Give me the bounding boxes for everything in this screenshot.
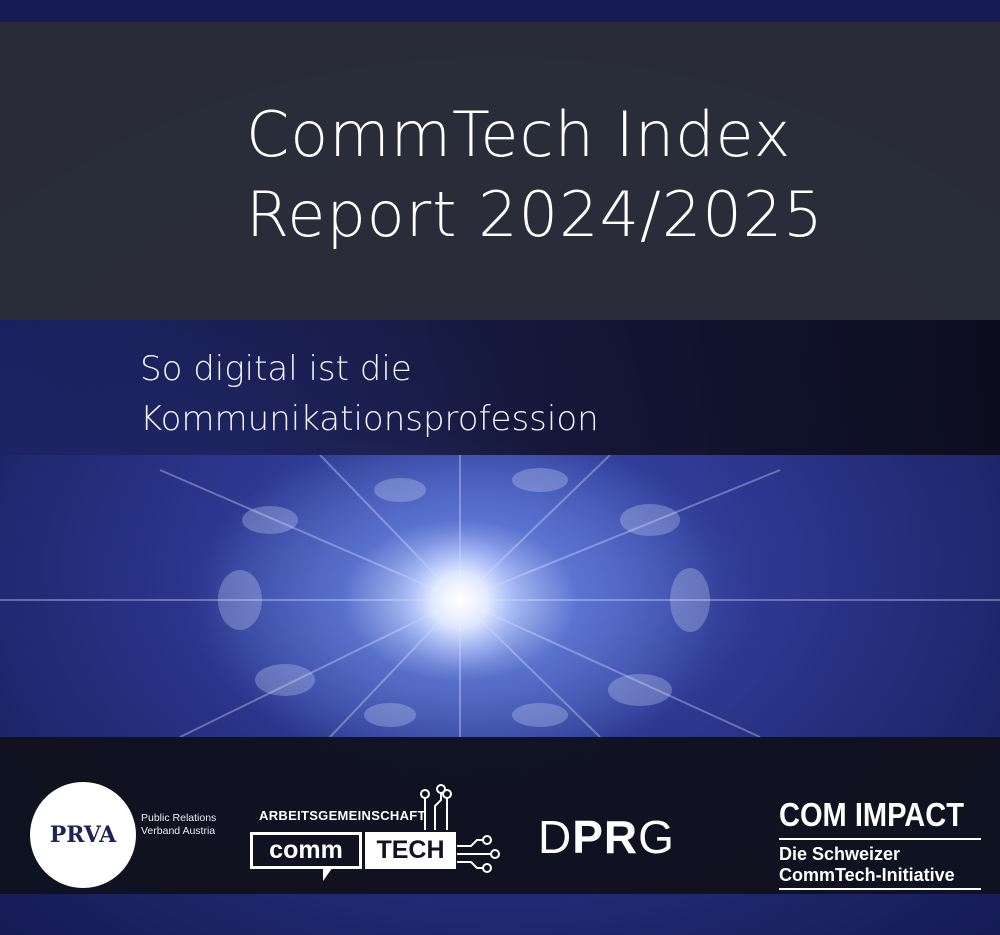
prva-caption-line1: Public Relations [141,812,217,824]
report-subtitle: So digital ist die Kommunikationsprofess… [140,344,599,444]
dprg-letter-g: G [638,811,675,863]
prva-caption: Public Relations Verband Austria [141,812,216,838]
prva-logo-mark: PRVA [49,822,117,848]
commtech-logo-comm: comm [250,832,362,869]
report-title-line1: CommTech Index [246,98,792,171]
dprg-letter-d: D [538,811,573,863]
prva-logo: PRVA [30,782,136,888]
subtitle-band [0,320,1000,455]
report-title-line2: Report 2024/2025 [246,178,824,251]
report-subtitle-line2: Kommunikationsprofession [140,399,599,439]
comimpact-bottom-rule [779,888,981,890]
title-band [0,22,1000,320]
dprg-letters-pr: PR [572,811,639,863]
report-title: CommTech Index Report 2024/2025 [246,95,824,255]
commtech-logo-top: ARBEITSGEMEINSCHAFT [259,808,426,823]
circuit-icon [420,784,500,873]
prva-caption-line2: Verband Austria [141,825,216,837]
comimpact-logo-title: COM IMPACT [779,796,964,833]
comimpact-line1: Die Schweizer [779,844,901,864]
comimpact-divider [779,838,981,840]
report-subtitle-line1: So digital ist die [140,349,412,389]
commtech-logo-tech: TECH [365,832,456,869]
dprg-logo: DPRG [538,810,675,864]
comimpact-line2: CommTech-Initiative [779,865,955,885]
speech-bubble-tail-icon [323,867,333,881]
logo-band [0,737,1000,894]
